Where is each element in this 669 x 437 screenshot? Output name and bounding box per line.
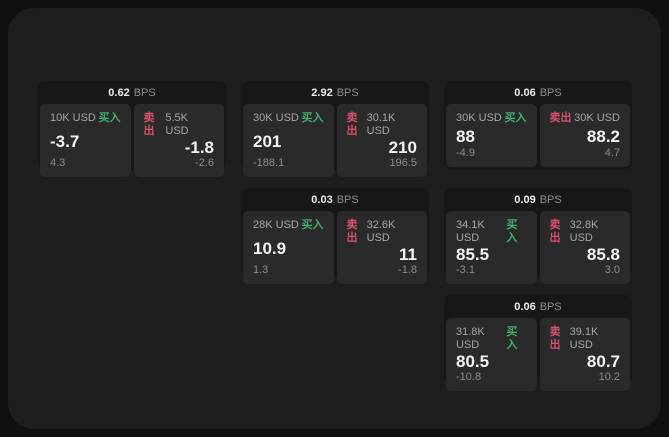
quote-panels: 34.1K USD 买入 85.5 -3.1 卖出 32.8K USD 85.8… <box>444 211 632 286</box>
sell-size-label: 32.8K USD <box>569 219 599 244</box>
card-header: 2.92 BPS <box>241 81 429 104</box>
buy-size-label: 34.1K USD <box>456 219 485 244</box>
buy-price: 201 <box>253 131 282 151</box>
sell-delta: -2.6 <box>195 157 214 169</box>
buy-panel[interactable]: 28K USD 买入 10.9 1.3 <box>243 211 334 284</box>
sell-panel[interactable]: 卖出 5.5K USD -1.8 -2.6 <box>133 104 224 177</box>
sell-price: -1.8 <box>184 138 214 157</box>
sell-side-label: 卖出 <box>549 219 561 244</box>
bps-unit-label: BPS <box>539 193 562 206</box>
buy-price: 88 <box>456 126 475 146</box>
buy-panel[interactable]: 30K USD 买入 88 -4.9 <box>446 104 537 167</box>
card-header: 0.09 BPS <box>444 188 632 211</box>
quote-card: 0.03 BPS 28K USD 买入 10.9 1.3 卖出 32.6K US… <box>240 187 430 284</box>
sell-delta: 196.5 <box>389 157 417 169</box>
card-header: 0.03 BPS <box>241 188 429 211</box>
sell-side-label: 卖出 <box>346 219 358 244</box>
buy-delta: -10.8 <box>456 371 482 383</box>
bps-value: 2.92 <box>311 86 333 99</box>
quote-panels: 10K USD 买入 -3.7 4.3 卖出 5.5K USD -1.8 -2.… <box>38 104 226 179</box>
sell-size-label: 39.1K USD <box>569 326 599 351</box>
card-header: 0.06 BPS <box>444 81 632 104</box>
bps-unit-label: BPS <box>336 86 359 99</box>
sell-size-label: 5.5K USD <box>165 112 189 137</box>
sell-size-label: 30.1K USD <box>366 112 396 137</box>
sell-side-label: 卖出 <box>346 112 358 137</box>
quote-panels: 30K USD 买入 201 -188.1 卖出 30.1K USD 210 1… <box>241 104 429 179</box>
quote-card: 2.92 BPS 30K USD 买入 201 -188.1 卖出 30.1K … <box>240 80 430 177</box>
buy-price: 10.9 <box>253 238 287 258</box>
sell-panel[interactable]: 卖出 30K USD 88.2 4.7 <box>539 104 630 167</box>
sell-delta: 3.0 <box>604 264 620 276</box>
bps-value: 0.03 <box>311 193 333 206</box>
buy-delta: 4.3 <box>50 157 66 169</box>
sell-panel[interactable]: 卖出 32.6K USD 11 -1.8 <box>336 211 427 284</box>
card-header: 0.62 BPS <box>38 81 226 104</box>
sell-panel[interactable]: 卖出 30.1K USD 210 196.5 <box>336 104 427 177</box>
bps-value: 0.06 <box>514 300 536 313</box>
sell-price: 80.7 <box>586 352 620 371</box>
buy-side-label: 买入 <box>98 112 121 124</box>
buy-delta: -3.1 <box>456 264 475 276</box>
buy-size-label: 28K USD <box>253 219 299 231</box>
sell-delta: 10.2 <box>598 371 620 383</box>
bps-unit-label: BPS <box>336 193 359 206</box>
quote-card: 0.06 BPS 31.8K USD 买入 80.5 -10.8 卖出 39.1… <box>443 294 633 391</box>
bps-unit-label: BPS <box>539 86 562 99</box>
sell-panel[interactable]: 卖出 32.8K USD 85.8 3.0 <box>539 211 630 284</box>
sell-side-label: 卖出 <box>549 326 561 351</box>
sell-price: 85.8 <box>586 245 620 264</box>
sell-delta: 4.7 <box>604 147 620 159</box>
buy-size-label: 30K USD <box>253 112 299 124</box>
buy-side-label: 买入 <box>506 326 518 351</box>
buy-delta: 1.3 <box>253 264 269 276</box>
quote-card: 0.06 BPS 30K USD 买入 88 -4.9 卖出 30K USD 8… <box>443 80 633 170</box>
quote-card: 0.62 BPS 10K USD 买入 -3.7 4.3 卖出 5.5K USD… <box>37 80 227 177</box>
sell-delta: -1.8 <box>398 264 417 276</box>
buy-side-label: 买入 <box>504 112 527 124</box>
buy-price: -3.7 <box>50 131 80 151</box>
quote-panels: 28K USD 买入 10.9 1.3 卖出 32.6K USD 11 -1.8 <box>241 211 429 286</box>
buy-size-label: 10K USD <box>50 112 96 124</box>
buy-size-label: 31.8K USD <box>456 326 485 351</box>
sell-size-label: 30K USD <box>574 112 620 124</box>
buy-side-label: 买入 <box>301 112 324 124</box>
buy-panel[interactable]: 31.8K USD 买入 80.5 -10.8 <box>446 318 537 391</box>
sell-price: 210 <box>388 138 417 157</box>
sell-panel[interactable]: 卖出 39.1K USD 80.7 10.2 <box>539 318 630 391</box>
bps-unit-label: BPS <box>539 300 562 313</box>
bps-value: 0.09 <box>514 193 536 206</box>
sell-price: 88.2 <box>586 126 620 146</box>
card-header: 0.06 BPS <box>444 295 632 318</box>
quote-panels: 31.8K USD 买入 80.5 -10.8 卖出 39.1K USD 80.… <box>444 318 632 393</box>
buy-size-label: 30K USD <box>456 112 502 124</box>
quote-panels: 30K USD 买入 88 -4.9 卖出 30K USD 88.2 4.7 <box>444 104 632 169</box>
buy-delta: -188.1 <box>253 157 285 169</box>
buy-panel[interactable]: 30K USD 买入 201 -188.1 <box>243 104 334 177</box>
buy-price: 85.5 <box>456 245 490 264</box>
quote-card: 0.09 BPS 34.1K USD 买入 85.5 -3.1 卖出 32.8K… <box>443 187 633 284</box>
buy-side-label: 买入 <box>301 219 324 231</box>
bps-unit-label: BPS <box>133 86 156 99</box>
sell-size-label: 32.6K USD <box>366 219 396 244</box>
sell-price: 11 <box>399 245 417 264</box>
bps-value: 0.62 <box>108 86 130 99</box>
sell-side-label: 卖出 <box>143 112 155 137</box>
bps-value: 0.06 <box>514 86 536 99</box>
buy-delta: -4.9 <box>456 147 475 159</box>
sell-side-label: 卖出 <box>549 112 572 124</box>
buy-side-label: 买入 <box>506 219 518 244</box>
buy-price: 80.5 <box>456 352 490 371</box>
buy-panel[interactable]: 10K USD 买入 -3.7 4.3 <box>40 104 131 177</box>
quote-cards-grid: 0.62 BPS 10K USD 买入 -3.7 4.3 卖出 5.5K USD… <box>37 80 633 391</box>
buy-panel[interactable]: 34.1K USD 买入 85.5 -3.1 <box>446 211 537 284</box>
